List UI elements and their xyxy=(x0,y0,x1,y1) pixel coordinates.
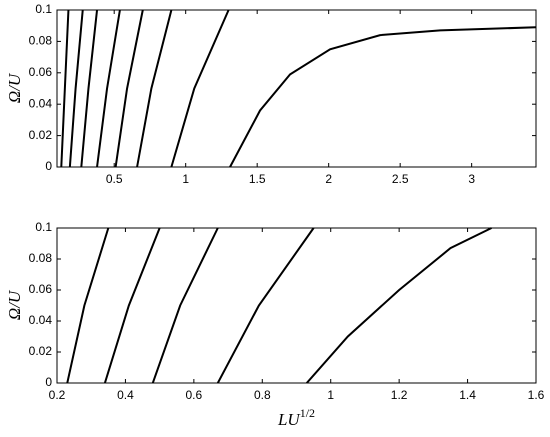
axes-frame xyxy=(56,9,537,168)
x-tick-label: 1 xyxy=(182,172,189,186)
x-tick-label: 2 xyxy=(325,172,332,186)
y-axis-label: Ω/U xyxy=(5,72,24,103)
x-axis-label: LU1/2 xyxy=(277,406,315,429)
x-tick-label: 1.6 xyxy=(528,388,545,402)
x-tick-label: 0.8 xyxy=(254,388,271,402)
axes-frame xyxy=(56,227,537,384)
y-tick-label: 0.06 xyxy=(29,282,53,296)
subplot: 0 0.02 0.04 0.06 0.08 0.1 0.2 0.4 0.6 0.8 1 1.2 1.4 1… xyxy=(5,220,545,429)
x-tick-label: 1.5 xyxy=(249,172,266,186)
x-tick-label: 1.2 xyxy=(391,388,408,402)
curve xyxy=(170,9,230,168)
curve xyxy=(216,227,315,384)
curve xyxy=(306,227,492,384)
y-tick-label: 0.02 xyxy=(29,344,53,358)
x-tick-label: 0.2 xyxy=(49,388,66,402)
x-axis-label-base: LU xyxy=(277,410,301,429)
y-tick-label: 0.08 xyxy=(29,251,53,265)
curve xyxy=(136,9,173,168)
curve xyxy=(151,227,219,384)
y-tick-label: 0.02 xyxy=(29,128,53,142)
y-tick-label: 0.08 xyxy=(29,34,53,48)
curve xyxy=(229,26,537,168)
y-tick-label: 0 xyxy=(45,375,52,389)
curve xyxy=(80,9,99,168)
y-tick-label: 0 xyxy=(45,159,52,173)
y-axis-label: Ω/U xyxy=(5,289,24,320)
x-tick-label: 1.4 xyxy=(459,388,476,402)
x-tick-label: 2.5 xyxy=(392,172,409,186)
y-tick-label: 0.1 xyxy=(35,220,52,234)
x-axis-label-sup: 1/2 xyxy=(300,406,315,420)
y-tick-label: 0.06 xyxy=(29,65,53,79)
x-tick-label: 0.4 xyxy=(117,388,134,402)
curve xyxy=(68,9,84,168)
curve xyxy=(96,9,121,168)
y-tick-label: 0.04 xyxy=(29,96,53,110)
curve xyxy=(60,9,70,168)
x-tick-label: 0.6 xyxy=(186,388,203,402)
curve xyxy=(114,9,144,168)
x-tick-label: 0.5 xyxy=(106,172,123,186)
x-tick-label: 3 xyxy=(468,172,475,186)
y-tick-label: 0.04 xyxy=(29,313,53,327)
subplot: 0 0.02 0.04 0.06 0.08 0.1 0.5 1 1.5 2 2.5 3 Ω/U xyxy=(5,2,537,186)
curve xyxy=(66,227,110,384)
curve xyxy=(103,227,161,384)
y-tick-label: 0.1 xyxy=(35,2,52,16)
x-tick-label: 1 xyxy=(327,388,334,402)
